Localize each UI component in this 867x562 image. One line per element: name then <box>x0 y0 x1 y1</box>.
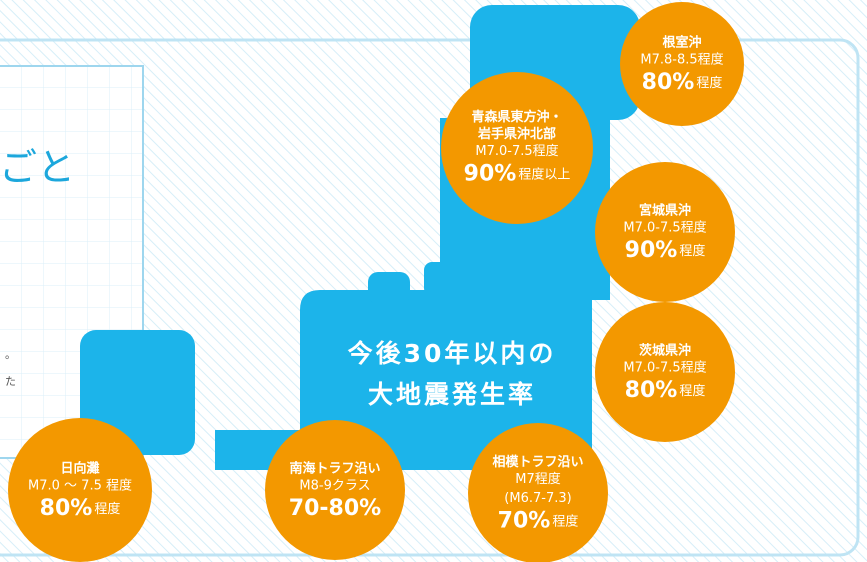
magnitude: (M6.7-7.3) <box>504 491 571 506</box>
probability-suffix: 程度 <box>552 513 578 529</box>
probability-value: 90% <box>464 162 517 187</box>
panel-border <box>0 38 860 557</box>
bubble <box>620 2 744 126</box>
probability: 80% 程度 <box>625 378 706 403</box>
island <box>368 272 410 304</box>
probability-value: 80% <box>642 70 695 95</box>
island <box>424 262 460 296</box>
probability-suffix: 程度 <box>679 383 705 399</box>
bubble <box>441 72 593 224</box>
magnitude: M7.0 ～ 7.5 程度 <box>28 478 132 494</box>
probability-value: 80% <box>40 496 93 521</box>
region-name: 青森県東方沖・ <box>471 109 562 125</box>
probability: 80% 程度 <box>642 70 723 95</box>
probability: 70% 程度 <box>498 509 579 534</box>
region-name: 岩手県沖北部 <box>477 126 556 142</box>
probability-suffix: 程度 <box>696 75 722 91</box>
bubble <box>8 418 152 562</box>
magnitude: M7.0-7.5程度 <box>623 220 706 236</box>
probability-value: 80% <box>625 378 678 403</box>
bubble <box>595 302 735 442</box>
region-name: 南海トラフ沿い <box>289 461 380 477</box>
region-name: 根室沖 <box>662 35 701 51</box>
magnitude: M7.8-8.5程度 <box>640 52 723 68</box>
magnitude: M7.0-7.5程度 <box>475 143 558 159</box>
magnitude: M8-9クラス <box>299 479 370 494</box>
probability: 90% 程度以上 <box>464 162 571 187</box>
probability: 90% 程度 <box>625 238 706 263</box>
probability: 80% 程度 <box>40 496 121 521</box>
region-bubble: 南海トラフ沿い M8-9クラス 70-80% <box>265 420 405 560</box>
region-name: 茨城県沖 <box>639 343 691 359</box>
probability-suffix: 程度以上 <box>518 166 570 182</box>
probability-suffix: 程度 <box>679 243 705 259</box>
card-fragment: 。 <box>5 348 16 361</box>
region-name: 宮城県沖 <box>639 203 691 219</box>
magnitude: M7.0-7.5程度 <box>623 360 706 376</box>
card-heading: ごと <box>0 146 75 190</box>
center-title: 今後30年以内の <box>348 339 557 368</box>
probability: 70-80% <box>289 496 381 521</box>
center-title: 大地震発生率 <box>368 380 536 409</box>
probability-suffix: 程度 <box>94 501 120 517</box>
bubble <box>265 420 405 560</box>
magnitude: M7程度 <box>515 471 561 487</box>
probability-value: 70-80% <box>289 496 381 521</box>
region-name: 日向灘 <box>60 461 99 477</box>
card-fragment: た <box>5 375 16 388</box>
region-name: 相模トラフ沿い <box>492 454 583 470</box>
bubble <box>468 423 608 562</box>
kyushu <box>80 330 195 455</box>
bubble <box>595 162 735 302</box>
probability-value: 70% <box>498 509 551 534</box>
probability-value: 90% <box>625 238 678 263</box>
